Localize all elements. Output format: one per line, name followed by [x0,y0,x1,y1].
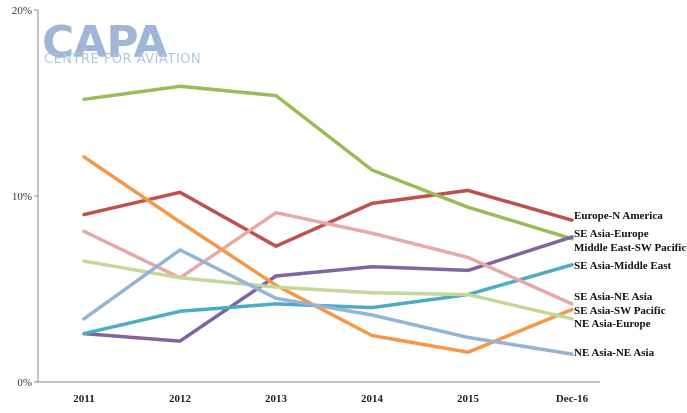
series-label: SE Asia-Europe [574,228,649,240]
x-tick-label: 2015 [457,393,480,405]
x-tick-label: 2013 [265,393,288,405]
series-line-ne-asia-europe [82,259,574,321]
chart-axes: 0% 10% 20% 2011 2012 2013 2014 2015 Dec-16 [12,5,600,405]
y-tick-label: 20% [12,5,32,17]
chart-series [82,84,574,356]
logo-sub-text: CENTRE FOR AVIATION [44,52,201,67]
x-tick-label: 2014 [361,393,384,405]
x-tick-label: 2011 [73,393,94,405]
x-tick-label: 2012 [169,393,192,405]
series-line-se-asia-sw-pacific [82,155,574,354]
series-label: Middle East-SW Pacific [574,242,686,254]
y-tick-label: 10% [12,191,32,203]
series-label: NE Asia-NE Asia [574,347,655,359]
series-line-se-asia-europe [82,84,574,241]
x-tick-label: Dec-16 [556,393,589,405]
series-label: SE Asia-SW Pacific [574,305,666,317]
series-label: SE Asia-NE Asia [574,291,653,303]
series-label: Europe-N America [574,210,663,222]
chart-series-labels: Europe-N America SE Asia-Europe Middle Eas… [574,210,686,359]
capa-logo: CAPA CENTRE FOR AVIATION [42,17,201,68]
y-tick-label: 0% [17,377,32,389]
series-line-se-asia-ne-asia [82,210,574,306]
logo-main-text: CAPA [42,17,168,68]
series-line-europe-n-america [82,188,574,248]
series-label: NE Asia-Europe [574,318,651,330]
series-label: SE Asia-Middle East [574,260,672,272]
series-line-ne-asia-ne-asia [82,248,574,356]
